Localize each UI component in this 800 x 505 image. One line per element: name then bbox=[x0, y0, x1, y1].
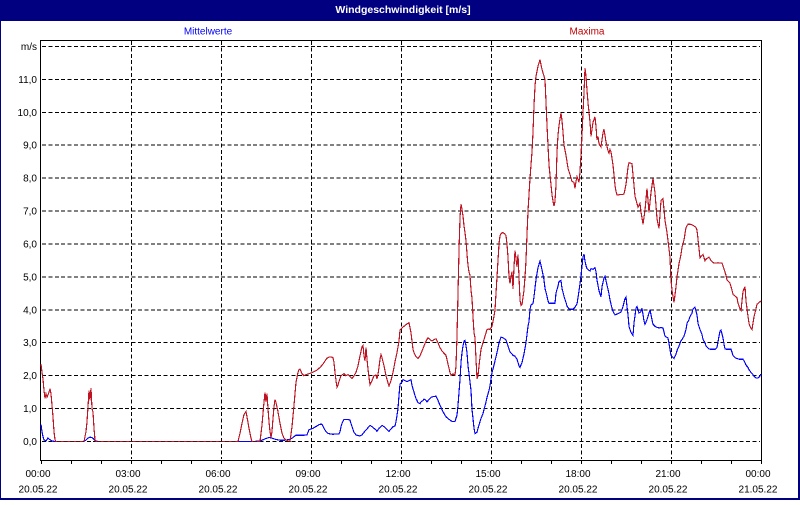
svg-text:20.05.22: 20.05.22 bbox=[19, 485, 58, 496]
svg-text:4,0: 4,0 bbox=[23, 305, 37, 316]
svg-text:20.05.22: 20.05.22 bbox=[559, 485, 598, 496]
svg-text:6,0: 6,0 bbox=[23, 240, 37, 251]
svg-text:11,0: 11,0 bbox=[18, 75, 37, 86]
svg-text:20.05.22: 20.05.22 bbox=[649, 485, 688, 496]
svg-text:9,0: 9,0 bbox=[23, 141, 37, 152]
svg-text:21.05.22: 21.05.22 bbox=[739, 485, 778, 496]
svg-text:20.05.22: 20.05.22 bbox=[469, 485, 508, 496]
svg-text:21:00: 21:00 bbox=[655, 469, 680, 480]
svg-text:0,0: 0,0 bbox=[23, 437, 37, 448]
svg-text:12:00: 12:00 bbox=[385, 469, 410, 480]
svg-text:3,0: 3,0 bbox=[23, 338, 37, 349]
svg-text:Mittelwerte: Mittelwerte bbox=[184, 27, 233, 38]
svg-text:18:00: 18:00 bbox=[565, 469, 590, 480]
svg-text:8,0: 8,0 bbox=[23, 174, 37, 185]
svg-text:Maxima: Maxima bbox=[569, 27, 604, 38]
svg-text:00:00: 00:00 bbox=[25, 469, 50, 480]
svg-text:00:00: 00:00 bbox=[745, 469, 770, 480]
svg-text:7,0: 7,0 bbox=[23, 207, 37, 218]
svg-text:06:00: 06:00 bbox=[205, 469, 230, 480]
svg-text:03:00: 03:00 bbox=[115, 469, 140, 480]
svg-text:09:00: 09:00 bbox=[295, 469, 320, 480]
svg-text:10,0: 10,0 bbox=[18, 108, 38, 119]
svg-text:m/s: m/s bbox=[21, 42, 37, 53]
svg-text:2,0: 2,0 bbox=[23, 371, 37, 382]
svg-text:20.05.22: 20.05.22 bbox=[109, 485, 148, 496]
svg-text:20.05.22: 20.05.22 bbox=[199, 485, 238, 496]
svg-text:20.05.22: 20.05.22 bbox=[379, 485, 418, 496]
svg-text:20.05.22: 20.05.22 bbox=[289, 485, 328, 496]
svg-text:5,0: 5,0 bbox=[23, 272, 37, 283]
svg-text:15:00: 15:00 bbox=[475, 469, 500, 480]
svg-text:1,0: 1,0 bbox=[23, 404, 37, 415]
